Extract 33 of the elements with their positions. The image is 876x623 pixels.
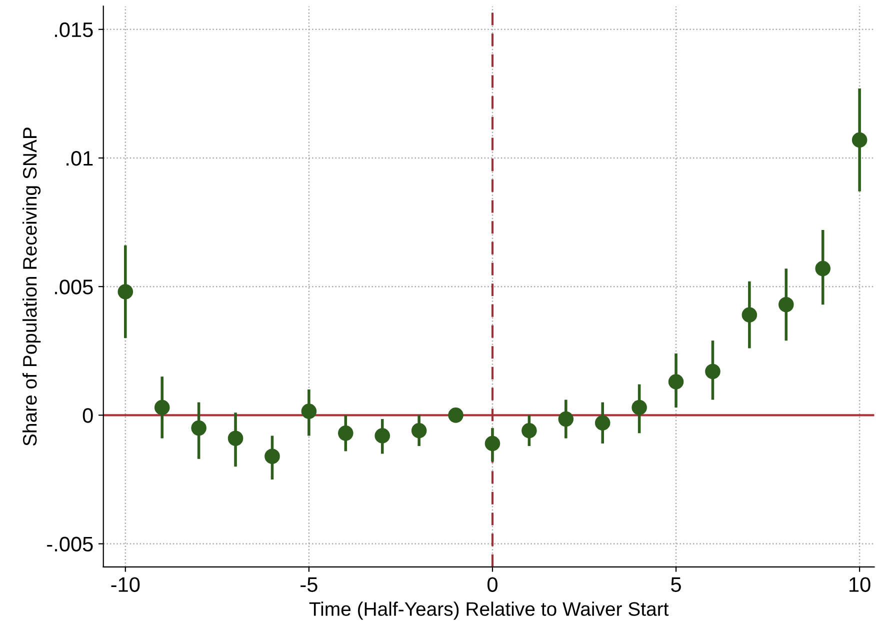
y-axis-title: Share of Population Receiving SNAP bbox=[22, 128, 41, 446]
point bbox=[815, 260, 830, 276]
point bbox=[484, 436, 500, 452]
point bbox=[705, 364, 720, 380]
x-tick-label: 10 bbox=[850, 577, 870, 592]
point bbox=[448, 408, 464, 423]
point bbox=[154, 400, 170, 416]
point bbox=[228, 430, 244, 446]
x-tick-label: 0 bbox=[488, 577, 498, 592]
y-tick-label: 0 bbox=[82, 408, 93, 423]
point bbox=[264, 448, 280, 464]
y-tick-label: -.005 bbox=[47, 536, 93, 552]
point bbox=[778, 296, 794, 312]
y-tick-label: .01 bbox=[66, 150, 93, 166]
point bbox=[338, 426, 354, 441]
x-axis-title: Time (Half-Years) Relative to Waiver Start bbox=[309, 602, 669, 620]
point bbox=[522, 422, 537, 438]
point bbox=[594, 415, 610, 431]
point bbox=[374, 428, 390, 444]
point bbox=[668, 374, 684, 390]
point bbox=[118, 284, 134, 300]
x-tick-label: -5 bbox=[300, 577, 318, 592]
point bbox=[301, 404, 317, 419]
x-tick-label: 5 bbox=[671, 577, 681, 592]
point bbox=[742, 307, 758, 323]
y-tick-label: .005 bbox=[55, 280, 93, 294]
point bbox=[411, 422, 427, 438]
y-tick-label: .015 bbox=[55, 22, 93, 38]
point bbox=[632, 400, 647, 416]
point bbox=[852, 132, 868, 148]
point bbox=[191, 420, 206, 436]
point bbox=[558, 411, 574, 427]
x-tick-label: -10 bbox=[111, 577, 140, 592]
